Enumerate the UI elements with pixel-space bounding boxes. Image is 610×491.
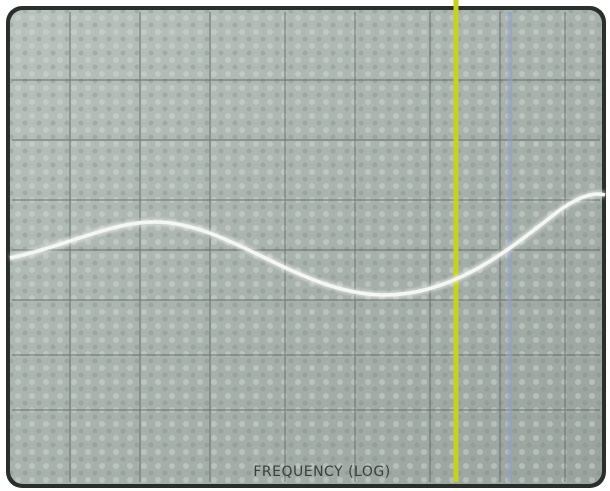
trace: [9, 192, 606, 297]
graticule: [12, 12, 600, 482]
x-axis-label: FREQUENCY (LOG): [253, 464, 390, 480]
